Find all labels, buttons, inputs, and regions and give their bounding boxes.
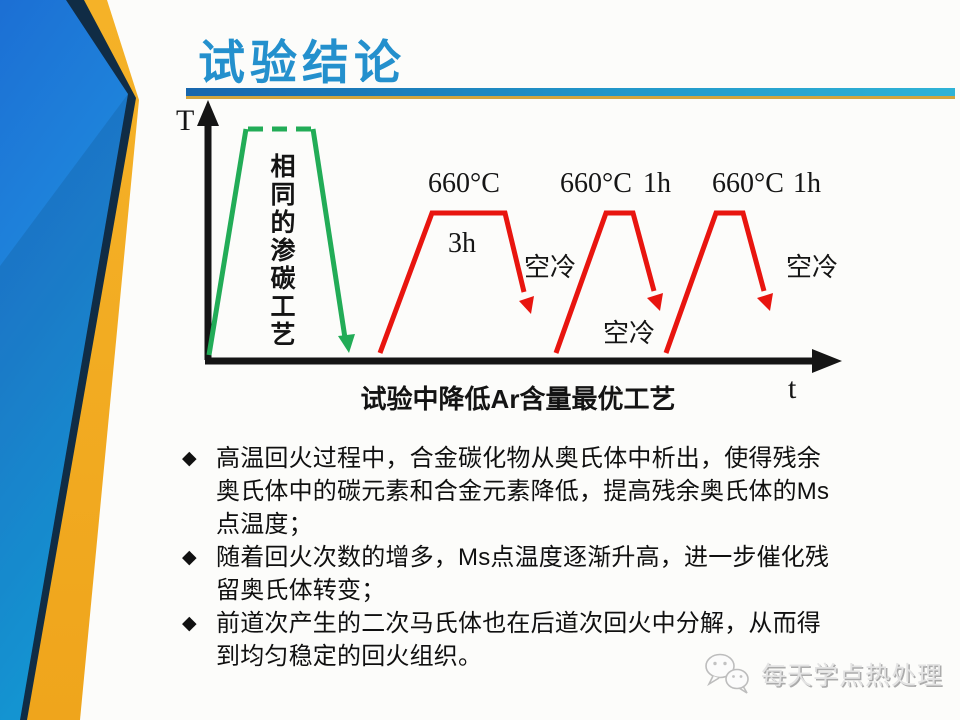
tempering-peak-3	[663, 210, 767, 354]
ribbon-blue-panel	[0, 0, 128, 720]
bullet-text: 随着回火次数的增多，Ms点温度逐渐升高，进一步催化残留奥氏体转变；	[216, 544, 830, 604]
tempering-peak-1-arrowhead	[519, 296, 534, 314]
title-underline-gold	[186, 96, 955, 99]
carburizing-heating-line	[206, 128, 249, 356]
carburizing-cooling-arrowhead	[338, 334, 355, 353]
bullet-text: 前道次产生的二次马氏体也在后道次回火中分解，从而得到均匀稳定的回火组织。	[216, 610, 821, 670]
peak3-temp-label: 660°C	[712, 168, 784, 199]
peak2-cooling-label: 空冷	[603, 318, 656, 348]
peak2-hold-label: 1h	[643, 168, 671, 199]
left-ribbon-decoration	[0, 0, 139, 720]
y-axis-label: T	[176, 104, 195, 137]
peak1-temp-label: 660°C	[428, 168, 500, 199]
peak1-cooling-label: 空冷	[524, 252, 577, 282]
diamond-bullet-icon: ◆	[182, 547, 197, 568]
page-title: 试验结论	[198, 36, 406, 89]
peak3-hold-label: 1h	[793, 168, 821, 199]
watermark: 每天学点热处理	[703, 652, 943, 696]
peak2-temp-label: 660°C	[560, 168, 632, 199]
ribbon-blue-fold	[0, 94, 128, 720]
tempering-peak-2-arrowhead	[647, 293, 663, 311]
carburizing-cooling-line	[310, 128, 348, 339]
bullet-item: ◆ 前道次产生的二次马氏体也在后道次回火中分解，从而得到均匀稳定的回火组织。	[182, 607, 842, 673]
tempering-peak-3-arrowhead	[757, 293, 773, 311]
diagram-caption: 试验中降低Ar含量最优工艺	[360, 384, 676, 414]
peak1-hold-label: 3h	[448, 228, 476, 259]
watermark-text: 每天学点热处理	[761, 662, 944, 690]
conclusion-bullet-list: ◆ 高温回火过程中，合金碳化物从奥氏体中析出，使得残余奥氏体中的碳元素和合金元素…	[182, 442, 842, 673]
peak3-cooling-label: 空冷	[786, 252, 839, 282]
diamond-bullet-icon: ◆	[182, 448, 197, 469]
carburizing-label: 相同的渗碳工艺	[267, 153, 295, 349]
x-axis-label: t	[788, 372, 797, 405]
wechat-icon	[705, 653, 749, 694]
temperature-axis-arrowhead	[197, 100, 219, 126]
time-axis-arrowhead	[812, 349, 842, 373]
bullet-item: ◆ 高温回火过程中，合金碳化物从奥氏体中析出，使得残余奥氏体中的碳元素和合金元素…	[182, 442, 842, 541]
bullet-text: 高温回火过程中，合金碳化物从奥氏体中析出，使得残余奥氏体中的碳元素和合金元素降低…	[216, 445, 830, 538]
title-underline-blue	[186, 88, 955, 96]
diamond-bullet-icon: ◆	[182, 613, 197, 634]
bullet-item: ◆ 随着回火次数的增多，Ms点温度逐渐升高，进一步催化残留奥氏体转变；	[182, 541, 842, 607]
